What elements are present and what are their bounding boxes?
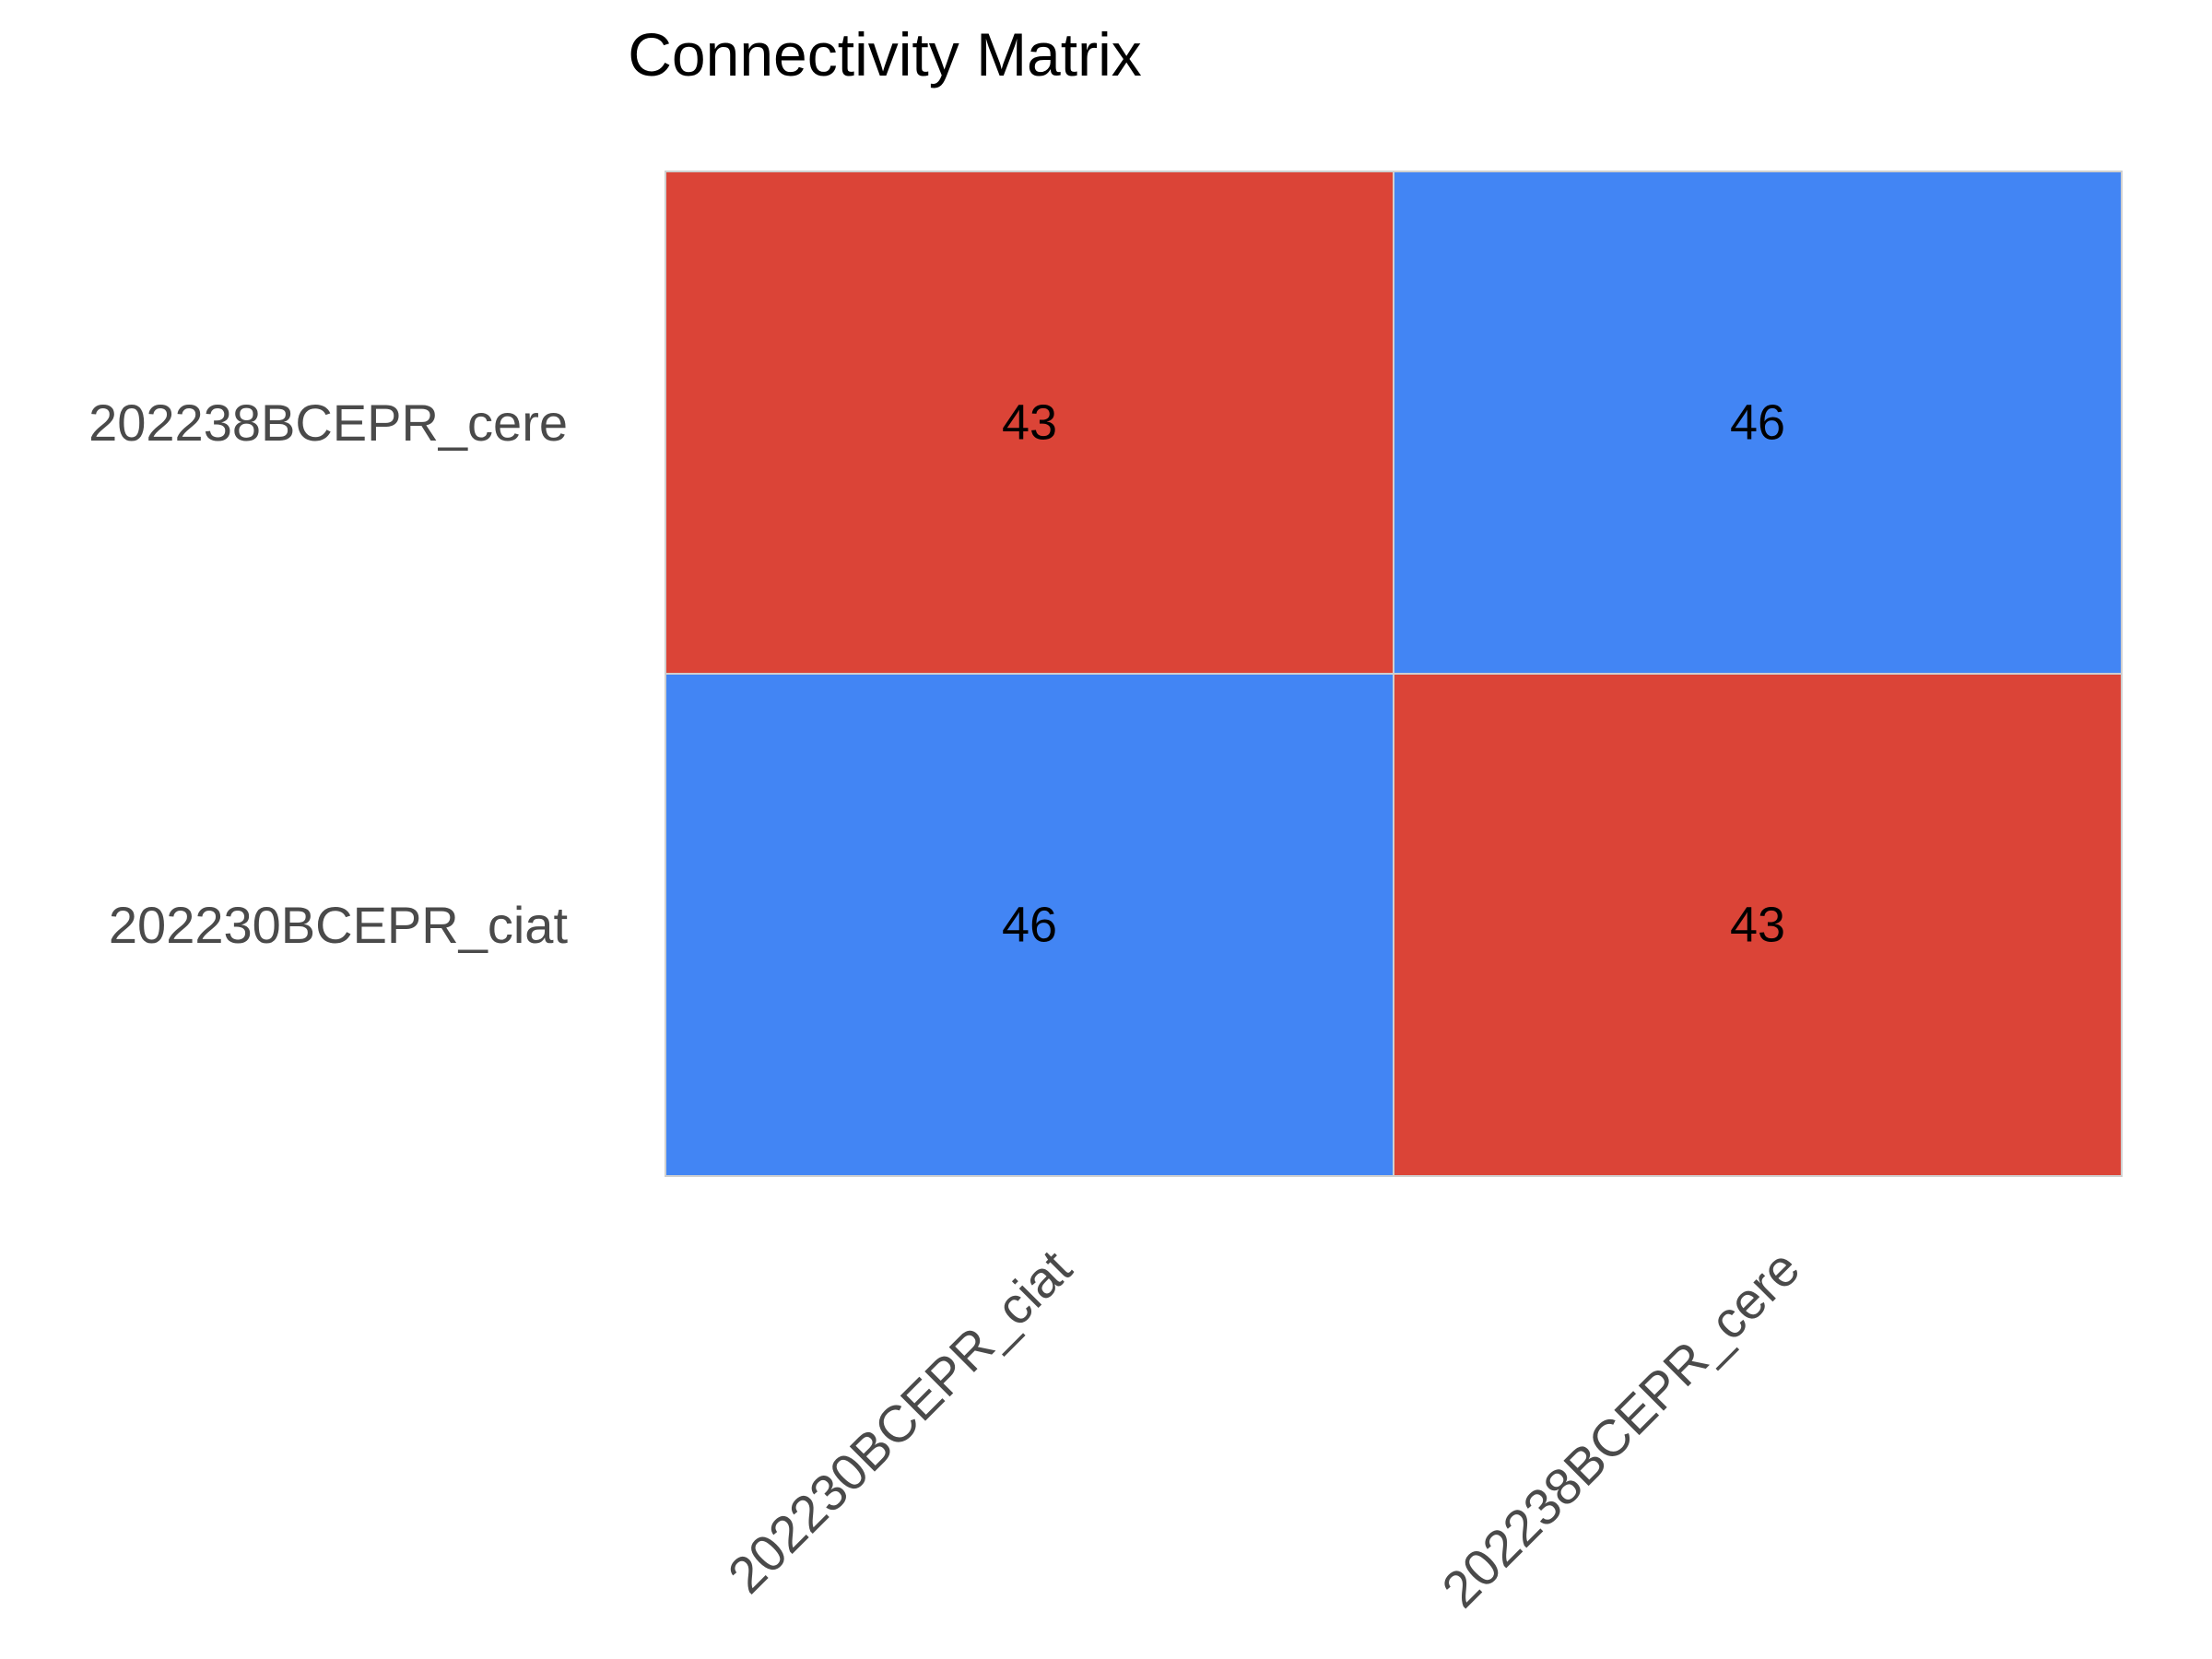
x-tick-label: 202230BCEPR_ciat bbox=[717, 1238, 1083, 1604]
chart-title: Connectivity Matrix bbox=[628, 20, 1142, 88]
heatmap-cell bbox=[665, 673, 1394, 1177]
y-tick-label: 202230BCEPR_ciat bbox=[109, 896, 569, 954]
heatmap-cell-value: 43 bbox=[1002, 395, 1057, 451]
y-tick-label: 202238BCEPR_cere bbox=[88, 394, 568, 452]
x-axis-tick-labels: 202230BCEPR_ciat 202238BCEPR_cere bbox=[717, 1238, 1811, 1618]
heatmap-cell-value: 43 bbox=[1730, 898, 1785, 953]
heatmap-cells bbox=[665, 171, 2123, 1177]
heatmap-cell bbox=[665, 171, 1394, 675]
heatmap-cell bbox=[1393, 673, 2123, 1177]
y-axis-tick-labels: 202238BCEPR_cere 202230BCEPR_ciat bbox=[88, 394, 568, 954]
heatmap-cell-labels: 43 46 46 43 bbox=[1002, 395, 1785, 953]
x-tick-label: 202238BCEPR_cere bbox=[1430, 1239, 1810, 1618]
heatmap-cell bbox=[1393, 171, 2123, 675]
heatmap-cell-value: 46 bbox=[1002, 898, 1057, 953]
heatmap-cell-value: 46 bbox=[1730, 395, 1785, 451]
